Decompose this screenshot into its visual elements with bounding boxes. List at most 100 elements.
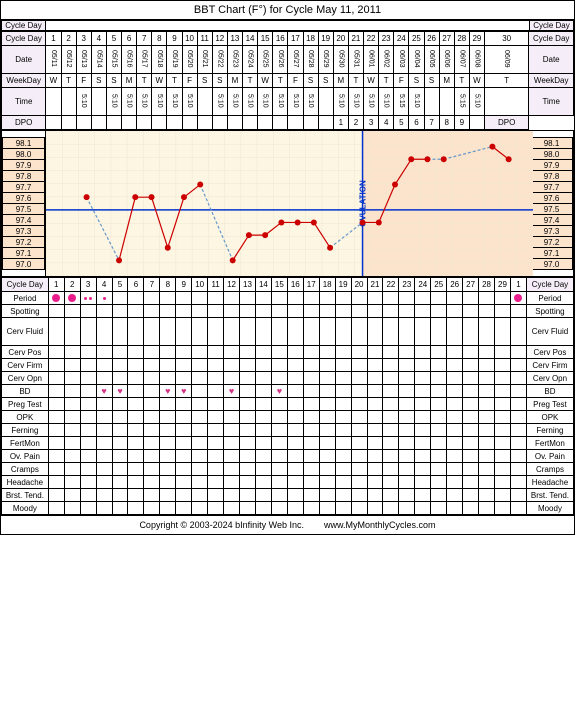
track-cell — [495, 437, 511, 450]
track-cell — [399, 489, 415, 502]
temp-scale-right: 98.198.097.997.897.797.697.597.497.397.2… — [530, 131, 574, 277]
track-cell — [383, 450, 399, 463]
header-cell — [318, 116, 333, 130]
track-cell — [176, 450, 192, 463]
track-label: FertMon — [526, 437, 573, 450]
cycle-day-row: Cycle Day Cycle Day — [2, 21, 574, 31]
header-cell: W — [258, 74, 273, 88]
track-cell — [303, 489, 319, 502]
header-cell: 05/18 — [152, 46, 167, 74]
header-cell: 26 — [447, 278, 463, 292]
header-cell: 5:10 — [137, 88, 152, 116]
track-cell — [351, 292, 367, 305]
track-cell — [240, 502, 256, 515]
header-cell: 8 — [152, 32, 167, 46]
track-cell — [463, 372, 479, 385]
period-dot-icon — [68, 294, 76, 302]
track-cell — [319, 463, 335, 476]
header-cell — [439, 88, 454, 116]
track-cell — [415, 359, 431, 372]
track-cell — [463, 437, 479, 450]
track-cell — [271, 305, 287, 318]
track-label: Cerv Fluid — [2, 318, 49, 346]
track-cell — [240, 450, 256, 463]
track-label: Cramps — [526, 463, 573, 476]
header-cell: M — [122, 74, 137, 88]
track-cell — [208, 463, 224, 476]
track-cell — [160, 502, 176, 515]
track-cell — [192, 346, 208, 359]
track-cell — [463, 398, 479, 411]
track-cell — [447, 502, 463, 515]
temp-label: 97.3 — [3, 226, 45, 237]
heart-icon: ♥ — [181, 386, 186, 396]
header-cell: 5:10 — [409, 88, 424, 116]
header-cell: S — [318, 74, 333, 88]
header-cell: 4 — [379, 116, 394, 130]
header-cell: 20 — [351, 278, 367, 292]
track-cell — [383, 489, 399, 502]
track-cell — [287, 346, 303, 359]
track-cell — [255, 318, 271, 346]
track-cell — [479, 372, 495, 385]
track-cell — [335, 476, 351, 489]
track-label: Cerv Pos — [2, 346, 49, 359]
track-cell — [255, 489, 271, 502]
track-cell — [399, 372, 415, 385]
header-cell: 7 — [137, 32, 152, 46]
header-cell: M — [333, 74, 348, 88]
track-cell — [112, 305, 128, 318]
track-cell — [510, 437, 526, 450]
track-cell — [271, 346, 287, 359]
header-cell — [303, 116, 318, 130]
track-cell — [80, 463, 96, 476]
track-cell — [255, 372, 271, 385]
header-cell: 05/16 — [122, 46, 137, 74]
header-cell: F — [288, 74, 303, 88]
track-cell — [176, 476, 192, 489]
header-cell: M — [439, 74, 454, 88]
track-cell — [176, 411, 192, 424]
temp-label: 97.5 — [531, 204, 573, 215]
track-cell — [335, 305, 351, 318]
track-cell — [335, 411, 351, 424]
header-cell: 5:10 — [227, 88, 242, 116]
track-cell — [64, 398, 80, 411]
track-label: Spotting — [526, 305, 573, 318]
header-cell: 19 — [318, 32, 333, 46]
track-cell — [271, 502, 287, 515]
header-cell: 05/27 — [288, 46, 303, 74]
track-cell — [192, 398, 208, 411]
track-cell — [96, 476, 112, 489]
header-cell: 22 — [383, 278, 399, 292]
track-cell — [64, 411, 80, 424]
track-cell — [224, 463, 240, 476]
header-cell: 18 — [303, 32, 318, 46]
track-cell — [351, 476, 367, 489]
track-cell — [447, 305, 463, 318]
header-cell: 13 — [227, 32, 242, 46]
track-cell — [160, 346, 176, 359]
track-cell — [271, 450, 287, 463]
track-cell — [303, 411, 319, 424]
track-cell — [383, 385, 399, 398]
track-cell — [96, 305, 112, 318]
track-cell — [510, 346, 526, 359]
track-cell — [80, 372, 96, 385]
track-cell — [128, 424, 144, 437]
header-cell: S — [424, 74, 439, 88]
temp-label: 98.1 — [531, 138, 573, 149]
header-cell — [485, 88, 529, 116]
track-cell — [144, 346, 160, 359]
track-cell — [351, 359, 367, 372]
track-cell — [287, 359, 303, 372]
header-cell: 15 — [271, 278, 287, 292]
header-cell: 05/31 — [348, 46, 363, 74]
track-cell — [112, 318, 128, 346]
track-cell — [319, 318, 335, 346]
track-cell — [240, 476, 256, 489]
track-cell — [415, 398, 431, 411]
track-cell — [303, 450, 319, 463]
header-cell: F — [394, 74, 409, 88]
track-cell — [287, 305, 303, 318]
